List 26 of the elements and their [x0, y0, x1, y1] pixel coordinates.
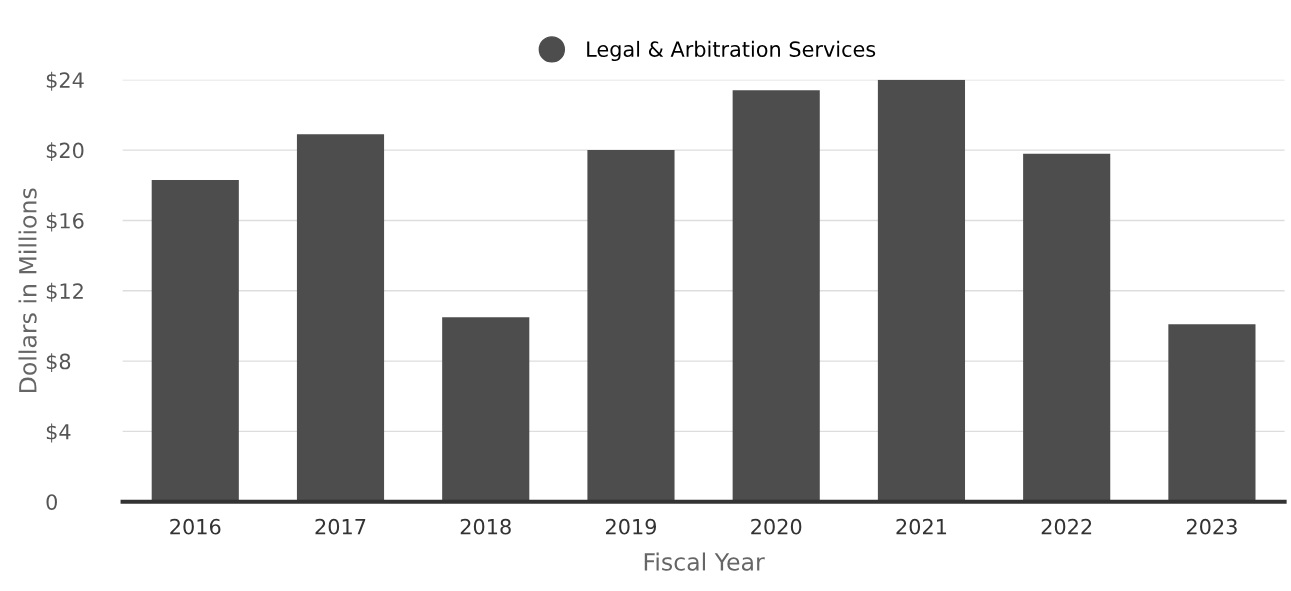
- x-tick-label: 2021: [896, 518, 947, 535]
- bar: [151, 180, 239, 502]
- y-tick-label: $24: [46, 71, 84, 91]
- y-axis-title: Dollars in Millions: [18, 188, 37, 392]
- y-tick-label: $16: [46, 212, 84, 232]
- bar: [442, 317, 530, 502]
- y-tick-label: $4: [46, 423, 71, 443]
- x-tick-label: 2023: [1186, 518, 1237, 535]
- x-axis-title: Fiscal Year: [644, 552, 765, 571]
- y-tick-label: $12: [46, 282, 83, 302]
- x-tick-label: 2022: [1041, 518, 1092, 535]
- bar: [587, 150, 675, 502]
- y-tick-label: $8: [46, 353, 71, 373]
- bar: [1023, 153, 1111, 502]
- bar: [296, 134, 385, 502]
- legend-label: Legal & Arbitration Services: [587, 40, 876, 62]
- bar: [1168, 324, 1256, 502]
- x-tick-label: 2019: [605, 518, 657, 535]
- x-tick-label: 2017: [315, 518, 366, 535]
- x-tick-label: 2020: [751, 518, 802, 535]
- x-tick-label: 2018: [460, 518, 511, 535]
- y-tick-label: $20: [46, 142, 84, 162]
- bar: [877, 79, 966, 502]
- x-tick-label: 2016: [170, 518, 221, 535]
- y-tick-label: 0: [46, 494, 57, 510]
- bar: [732, 90, 820, 502]
